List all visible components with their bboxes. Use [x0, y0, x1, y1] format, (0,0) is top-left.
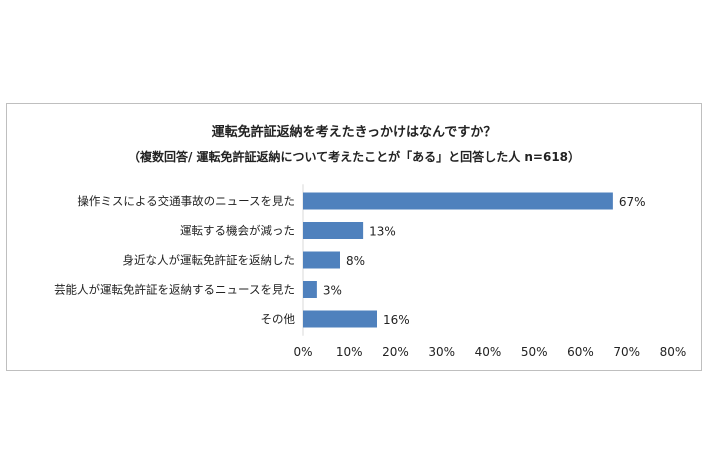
- chart-title: 運転免許証返納を考えたきっかけはなんですか？: [211, 125, 497, 140]
- x-tick-label: 70%: [613, 345, 640, 359]
- x-tick-label: 20%: [382, 345, 409, 359]
- chart-frame: 運転免許証返納を考えたきっかけはなんですか？ （複数回答/ 運転免許証返納につい…: [6, 103, 702, 371]
- x-tick-label: 0%: [293, 345, 312, 359]
- bar: [303, 310, 377, 328]
- value-label: 3%: [323, 284, 342, 298]
- x-tick-label: 10%: [336, 345, 363, 359]
- bar: [303, 222, 364, 239]
- x-tick-label: 60%: [567, 345, 594, 359]
- x-tick-label: 30%: [428, 345, 455, 359]
- x-tick-label: 80%: [660, 345, 687, 359]
- chart-subtitle: （複数回答/ 運転免許証返納について考えたことが「ある」と回答した人 n=618…: [127, 150, 581, 164]
- category-label: 芸能人が運転免許証を返納するニュースを見た: [54, 283, 295, 297]
- value-label: 8%: [346, 254, 365, 268]
- bar: [303, 192, 613, 210]
- category-label: その他: [261, 312, 296, 326]
- bar: [303, 281, 317, 298]
- bar-chart-plot: 操作ミスによる交通事故のニュースを見た 67% 運転する機会が減った 13% 身近な人が…: [54, 184, 687, 359]
- x-tick-label: 40%: [475, 345, 502, 359]
- category-label: 運転する機会が減った: [180, 224, 295, 238]
- category-label: 操作ミスによる交通事故のニュースを見た: [77, 194, 295, 208]
- value-label: 16%: [383, 313, 410, 327]
- bar: [303, 251, 340, 269]
- value-label: 67%: [619, 195, 646, 209]
- category-label: 身近な人が運転免許証を返納した: [123, 253, 296, 267]
- value-label: 13%: [369, 225, 396, 239]
- x-tick-label: 50%: [521, 345, 548, 359]
